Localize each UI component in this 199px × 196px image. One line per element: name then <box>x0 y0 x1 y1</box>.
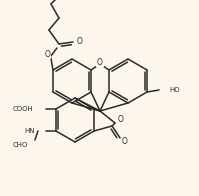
Text: CHO: CHO <box>13 142 28 148</box>
Text: O: O <box>45 50 51 58</box>
Text: O: O <box>97 57 103 66</box>
Text: O: O <box>118 114 124 123</box>
Text: HN: HN <box>24 128 35 134</box>
Text: HO: HO <box>169 87 180 93</box>
Text: COOH: COOH <box>12 106 33 112</box>
Text: O: O <box>77 36 83 45</box>
Text: O: O <box>122 136 128 145</box>
